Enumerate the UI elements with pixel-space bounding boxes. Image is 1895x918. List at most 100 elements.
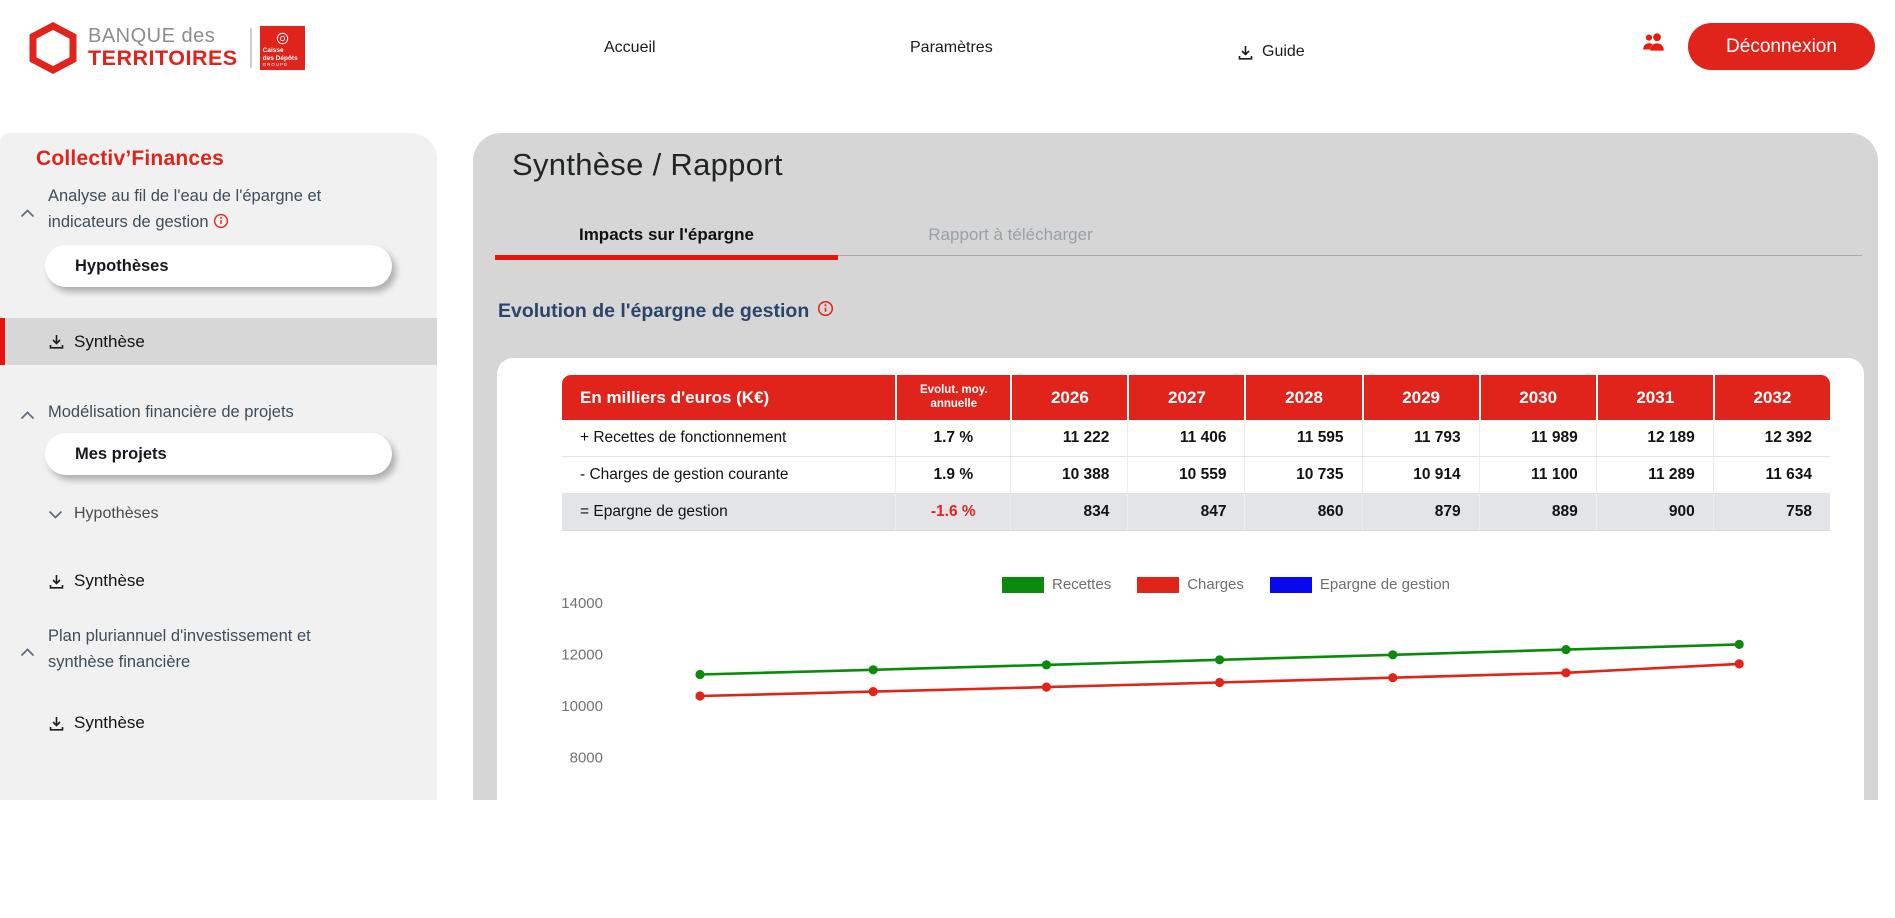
chart-point[interactable] (1388, 673, 1398, 683)
row-year-value: 860 (1244, 494, 1362, 531)
section-heading: Evolution de l'épargne de gestion (498, 300, 834, 323)
sidebar-section-label: Analyse au fil de l'eau de l'épargne et … (48, 183, 378, 237)
users-icon[interactable] (1642, 33, 1666, 57)
sidebar-item-label: Synthèse (74, 571, 145, 590)
y-axis-tick-label: 12000 (561, 647, 603, 664)
legend-label: Charges (1187, 576, 1244, 593)
legend-swatch (1137, 576, 1180, 593)
logout-button[interactable]: Déconnexion (1688, 23, 1875, 70)
row-label: + Recettes de fonctionnement (562, 420, 896, 457)
sidebar-item-mes-projets[interactable]: Mes projets (45, 433, 392, 475)
info-icon[interactable] (213, 211, 229, 237)
sidebar-item-label: Hypothèses (74, 505, 159, 522)
row-year-value: 10 559 (1127, 457, 1245, 494)
chart-point[interactable] (1561, 668, 1571, 678)
row-year-value: 889 (1478, 494, 1596, 531)
info-icon[interactable] (817, 300, 834, 323)
table-header-evolution: Evolut. moy. annuelle (895, 375, 1011, 420)
banque-des-territoires-logo[interactable]: BANQUE des TERRITOIRES Caisse des Dépôts… (28, 22, 305, 74)
sidebar-item-synthese-3[interactable]: Synthèse (0, 707, 437, 739)
year-column-header: 2028 (1244, 375, 1362, 420)
row-year-value: 11 406 (1127, 420, 1245, 457)
nav-accueil-label: Accueil (604, 39, 656, 56)
sidebar-item-synthese-1[interactable]: Synthèse (0, 318, 437, 365)
epargne-line-chart: 14000 12000 10000 8000 (561, 595, 1744, 767)
nav-item-accueil[interactable]: Accueil (604, 32, 656, 64)
row-year-value: 12 392 (1712, 420, 1830, 457)
row-year-value: 900 (1595, 494, 1713, 531)
hexagon-logo-icon (29, 22, 77, 74)
pill-label: Hypothèses (75, 256, 169, 275)
tab-rapport-telecharger[interactable]: Rapport à télécharger (838, 213, 1183, 256)
chart-point[interactable] (1215, 655, 1225, 665)
section-heading-label: Evolution de l'épargne de gestion (498, 300, 810, 322)
y-axis-tick-label: 10000 (561, 698, 603, 715)
legend-label: Recettes (1052, 576, 1112, 593)
sidebar-item-plan[interactable]: Plan pluriannuel d'investissement et syn… (0, 623, 437, 675)
caisse-text-line1: Caisse (262, 47, 284, 55)
tab-impacts-epargne[interactable]: Impacts sur l'épargne (495, 213, 838, 260)
chart-point[interactable] (1388, 650, 1398, 660)
row-year-value: 11 793 (1361, 420, 1479, 457)
row-evolution-value: 1.7 % (895, 420, 1011, 457)
legend-item-recettes: Recettes (1002, 576, 1111, 593)
row-year-value: 847 (1127, 494, 1245, 531)
chart-point[interactable] (1734, 659, 1744, 669)
chart-point[interactable] (868, 665, 878, 675)
app-header: BANQUE des TERRITOIRES Caisse des Dépôts… (0, 0, 1895, 110)
legend-item-epargne-de-gestion: Epargne de gestion (1269, 576, 1451, 593)
table-header-unit: En milliers d'euros (K€) (562, 375, 896, 420)
chart-point[interactable] (1734, 639, 1744, 649)
nav-parametres-label: Paramètres (910, 39, 993, 56)
caisse-text-groupe: GROUPE (262, 62, 289, 67)
row-year-value: 11 100 (1478, 457, 1596, 494)
row-year-value: 11 989 (1478, 420, 1596, 457)
page-title: Synthèse / Rapport (512, 147, 783, 182)
year-column-header: 2032 (1712, 375, 1830, 420)
nav-item-guide[interactable]: Guide (1237, 36, 1305, 68)
row-year-value: 11 289 (1595, 457, 1713, 494)
sidebar-item-synthese-2[interactable]: Synthèse (0, 565, 437, 597)
download-icon (48, 573, 65, 590)
chart-point[interactable] (695, 691, 705, 701)
chevron-up-icon[interactable] (20, 205, 35, 223)
epargne-table: En milliers d'euros (K€) Evolut. moy. an… (562, 375, 1830, 531)
chart-point[interactable] (868, 687, 878, 697)
nav-item-parametres[interactable]: Paramètres (910, 32, 993, 64)
chart-point[interactable] (695, 669, 705, 680)
chevron-up-icon[interactable] (20, 407, 35, 425)
row-label: = Epargne de gestion (562, 494, 896, 531)
sidebar-item-hypotheses-2[interactable]: Hypothèses (0, 505, 437, 523)
chart-point[interactable] (1041, 682, 1051, 692)
sidebar: Collectiv’Finances Analyse au fil de l'e… (0, 133, 437, 800)
row-year-value: 10 914 (1361, 457, 1479, 494)
row-year-value: 758 (1712, 494, 1830, 531)
chart-legend: Recettes Charges Epargne de gestion (1002, 576, 1450, 593)
logo-line1: BANQUE des (88, 25, 216, 48)
table-row: - Charges de gestion courante 1.9 % 10 388… (562, 457, 1830, 494)
chart-point[interactable] (1561, 645, 1571, 655)
sidebar-item-analyse[interactable]: Analyse au fil de l'eau de l'épargne et … (0, 183, 437, 237)
legend-swatch (1002, 576, 1044, 593)
y-axis-tick-label: 8000 (570, 750, 603, 767)
sidebar-item-hypotheses-1[interactable]: Hypothèses (45, 245, 392, 287)
download-icon (1237, 44, 1254, 61)
chart-point[interactable] (1215, 677, 1225, 688)
chart-point[interactable] (1041, 660, 1051, 670)
row-evolution-value: 1.9 % (895, 457, 1011, 494)
legend-swatch (1269, 576, 1312, 593)
chevron-down-icon[interactable] (48, 510, 63, 519)
year-column-header: 2027 (1127, 375, 1245, 420)
year-column-header: 2026 (1010, 375, 1128, 420)
download-icon (48, 715, 65, 732)
legend-label: Epargne de gestion (1319, 576, 1451, 593)
legend-item-charges: Charges (1137, 576, 1244, 593)
chevron-up-icon[interactable] (20, 644, 35, 662)
table-header-row: En milliers d'euros (K€) Evolut. moy. an… (562, 375, 1830, 420)
sidebar-item-modelisation[interactable]: Modélisation financière de projets (0, 399, 437, 425)
row-year-value: 10 735 (1244, 457, 1362, 494)
pill-label: Mes projets (75, 444, 167, 463)
logo-line2: TERRITOIRES (88, 46, 238, 71)
sidebar-item-label: Synthèse (74, 713, 145, 732)
table-row: = Epargne de gestion -1.6 % 834 847 860 879 88… (562, 494, 1830, 531)
